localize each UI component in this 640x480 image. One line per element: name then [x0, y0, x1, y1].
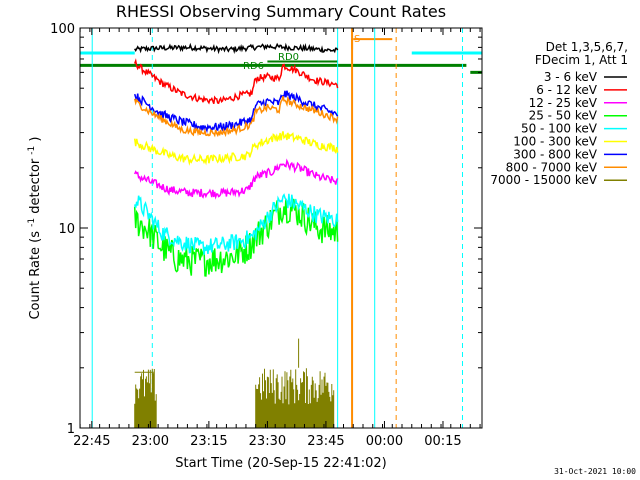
chart-title: RHESSI Observing Summary Count Rates: [116, 2, 446, 21]
x-axis: 22:45 23:00 23:15 23:30 23:45 00:00 00:15: [73, 28, 481, 449]
series-line: [133, 96, 339, 138]
y-axis-label-sup2: -1: [27, 146, 37, 155]
y-tick-label: 1: [67, 422, 75, 437]
series-layer: [133, 42, 339, 428]
series-6-12kev: [133, 58, 339, 105]
series-7000-15000kev: [134, 338, 335, 428]
series-line: [133, 58, 339, 105]
x-tick-label: 23:45: [307, 434, 344, 449]
legend-label: 12 - 25 keV: [529, 96, 598, 110]
y-axis-label-sup1: -1: [27, 218, 37, 227]
x-tick-label: 00:15: [424, 434, 461, 449]
legend-label: 100 - 300 keV: [513, 135, 597, 149]
x-tick-label: 22:45: [73, 434, 110, 449]
series-12-25kev: [134, 158, 339, 200]
legend-label: 300 - 800 keV: [513, 147, 597, 161]
footer-date: 31-Oct-2021 10:00: [554, 467, 636, 476]
annotation-rd6: RD6: [243, 61, 264, 72]
series-line: [133, 193, 339, 255]
series-800-7000kev: [133, 96, 339, 138]
series-line: [133, 198, 339, 277]
annotation-s: S: [354, 34, 360, 45]
series-line: [134, 338, 335, 428]
legend-header-line-1: Det 1,3,5,6,7,: [546, 40, 628, 54]
series-100-300kev: [133, 131, 339, 166]
legend: Det 1,3,5,6,7, FDecim 1, Att 1 3 - 6 keV…: [490, 40, 628, 187]
y-axis-label: Count Rate (s -1 detector -1 ): [23, 136, 43, 319]
legend-label: 800 - 7000 keV: [506, 160, 598, 174]
series-25-50kev: [133, 198, 339, 277]
series-line: [133, 90, 339, 134]
series-line: [134, 158, 339, 200]
y-tick-label: 100: [50, 22, 75, 37]
annotation-rd0: RD0: [278, 52, 299, 63]
x-tick-label: 00:00: [366, 434, 403, 449]
y-axis-label-main: Count Rate (s: [28, 231, 43, 320]
legend-label: 50 - 100 keV: [521, 122, 598, 136]
series-line: [133, 131, 339, 166]
y-axis-label-end: ): [28, 136, 43, 141]
y-tick-label: 10: [58, 222, 75, 237]
legend-label: 7000 - 15000 keV: [490, 173, 597, 187]
x-tick-label: 23:30: [249, 434, 286, 449]
series-50-100kev: [133, 193, 339, 255]
series-3-6kev: [134, 42, 339, 55]
y-axis-label-mid: detector: [28, 158, 43, 214]
legend-label: 25 - 50 keV: [529, 109, 598, 123]
legend-label: 3 - 6 keV: [544, 70, 598, 84]
y-axis: 1 10 100: [50, 22, 482, 437]
x-tick-label: 23:15: [190, 434, 227, 449]
legend-label: 6 - 12 keV: [536, 83, 598, 97]
overlay-layer: [80, 28, 482, 428]
x-axis-label: Start Time (20-Sep-15 22:41:02): [175, 456, 386, 471]
legend-header-line-2: FDecim 1, Att 1: [535, 53, 628, 67]
series-line: [134, 42, 339, 55]
series-300-800kev: [133, 90, 339, 134]
x-tick-label: 23:00: [132, 434, 169, 449]
